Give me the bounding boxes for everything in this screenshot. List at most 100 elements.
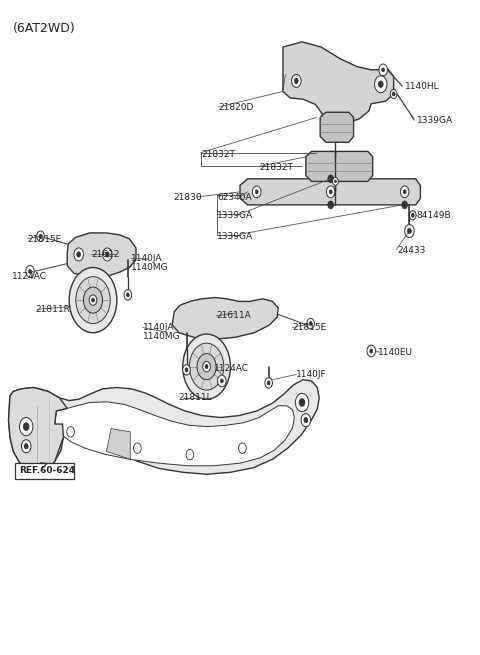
Text: 1124AC: 1124AC — [12, 272, 47, 281]
Polygon shape — [172, 297, 278, 339]
Circle shape — [185, 368, 188, 372]
Circle shape — [403, 190, 406, 194]
Circle shape — [379, 64, 387, 76]
Circle shape — [92, 298, 95, 302]
Text: 1140JA: 1140JA — [131, 254, 163, 263]
Circle shape — [190, 343, 224, 390]
Circle shape — [367, 345, 375, 357]
Text: 21815E: 21815E — [292, 323, 327, 332]
Circle shape — [299, 399, 305, 406]
Circle shape — [333, 178, 338, 185]
Circle shape — [89, 295, 97, 305]
Text: (6AT2WD): (6AT2WD) — [13, 22, 76, 35]
Text: 1339GA: 1339GA — [417, 115, 453, 124]
Circle shape — [307, 318, 314, 329]
Circle shape — [217, 375, 226, 387]
Circle shape — [374, 76, 387, 93]
Circle shape — [197, 354, 216, 380]
Text: 21815E: 21815E — [28, 235, 62, 244]
Circle shape — [133, 443, 141, 453]
Circle shape — [69, 267, 117, 333]
Text: 24433: 24433 — [397, 246, 426, 255]
Text: 62340A: 62340A — [217, 193, 252, 202]
Circle shape — [409, 211, 416, 220]
Circle shape — [103, 248, 112, 261]
Text: 1124AC: 1124AC — [214, 364, 249, 373]
Circle shape — [239, 443, 246, 453]
Circle shape — [76, 276, 110, 324]
Text: 21811R: 21811R — [36, 305, 71, 314]
Circle shape — [24, 422, 29, 430]
Circle shape — [390, 90, 397, 98]
Circle shape — [36, 231, 44, 242]
Circle shape — [328, 175, 334, 183]
Polygon shape — [67, 233, 136, 276]
Circle shape — [326, 186, 335, 198]
Text: REF.60-624: REF.60-624 — [20, 466, 76, 476]
Circle shape — [67, 426, 74, 437]
Circle shape — [29, 269, 32, 273]
Circle shape — [265, 378, 273, 388]
Circle shape — [186, 449, 194, 460]
Circle shape — [124, 290, 132, 300]
Circle shape — [205, 365, 208, 369]
Circle shape — [294, 79, 298, 84]
Circle shape — [309, 322, 312, 326]
Text: 1140MG: 1140MG — [131, 263, 169, 272]
Circle shape — [370, 349, 372, 353]
Polygon shape — [240, 179, 420, 205]
Text: 21611A: 21611A — [216, 311, 251, 320]
Polygon shape — [306, 151, 372, 181]
Circle shape — [183, 334, 230, 400]
Text: 1339GA: 1339GA — [217, 232, 253, 240]
Text: 1140JA: 1140JA — [143, 323, 174, 332]
Polygon shape — [9, 380, 319, 474]
Circle shape — [329, 190, 332, 194]
Circle shape — [20, 417, 33, 436]
Circle shape — [295, 394, 309, 411]
Circle shape — [126, 293, 129, 297]
Circle shape — [328, 201, 334, 209]
Circle shape — [304, 417, 308, 422]
Text: 1140JF: 1140JF — [296, 370, 327, 379]
Circle shape — [84, 287, 103, 313]
Circle shape — [255, 190, 258, 194]
Circle shape — [291, 75, 301, 88]
Circle shape — [252, 186, 261, 198]
Circle shape — [408, 229, 411, 234]
Circle shape — [77, 252, 81, 257]
Text: 1140EU: 1140EU — [378, 348, 413, 357]
Text: 21811L: 21811L — [178, 394, 212, 402]
Circle shape — [402, 201, 408, 209]
Text: 1339GA: 1339GA — [217, 211, 253, 220]
Circle shape — [411, 214, 414, 217]
Circle shape — [220, 379, 223, 383]
Polygon shape — [9, 388, 67, 472]
Circle shape — [24, 443, 28, 449]
Text: 1140MG: 1140MG — [143, 332, 180, 341]
Text: 1140HL: 1140HL — [405, 82, 439, 90]
Polygon shape — [283, 42, 394, 124]
Circle shape — [183, 365, 191, 375]
Polygon shape — [107, 428, 130, 459]
FancyBboxPatch shape — [15, 462, 74, 479]
Circle shape — [405, 225, 414, 238]
Circle shape — [267, 381, 270, 385]
Circle shape — [106, 252, 109, 257]
Polygon shape — [55, 402, 294, 466]
Circle shape — [203, 362, 210, 372]
Circle shape — [378, 81, 383, 88]
Circle shape — [382, 68, 384, 72]
Text: 21832T: 21832T — [201, 149, 235, 159]
Polygon shape — [320, 112, 354, 142]
Circle shape — [39, 234, 42, 238]
Circle shape — [400, 186, 409, 198]
Text: 84149B: 84149B — [417, 211, 451, 220]
Text: 21832T: 21832T — [259, 163, 293, 172]
Circle shape — [74, 248, 84, 261]
Text: 21820D: 21820D — [218, 103, 254, 111]
Circle shape — [22, 440, 31, 453]
Circle shape — [392, 92, 395, 96]
Circle shape — [335, 180, 336, 183]
Circle shape — [26, 265, 34, 277]
